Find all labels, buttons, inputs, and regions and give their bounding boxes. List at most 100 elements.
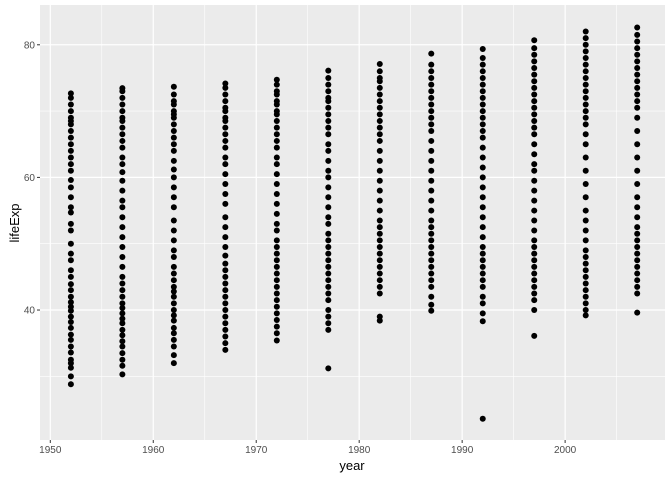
data-point [273, 131, 280, 138]
data-point [634, 71, 641, 78]
x-tick-label: 1960 [142, 445, 165, 456]
data-point [67, 177, 74, 184]
data-point [325, 111, 332, 118]
data-point [222, 326, 229, 333]
data-point [479, 250, 486, 257]
data-point [325, 124, 332, 131]
data-point [170, 127, 177, 134]
data-point [325, 283, 332, 290]
data-point [119, 161, 126, 168]
data-point [222, 84, 229, 91]
data-point [582, 108, 589, 115]
data-point [67, 343, 74, 350]
data-point [67, 227, 74, 234]
data-point [273, 190, 280, 197]
data-point [222, 200, 229, 207]
data-point [273, 227, 280, 234]
data-point [479, 194, 486, 201]
data-point [67, 220, 74, 227]
data-point [531, 197, 538, 204]
data-point [119, 326, 126, 333]
data-point [222, 252, 229, 259]
data-point [67, 167, 74, 174]
data-point [428, 257, 435, 264]
data-point [531, 283, 538, 290]
data-point [582, 41, 589, 48]
data-point [634, 194, 641, 201]
data-point [428, 88, 435, 95]
data-point [119, 177, 126, 184]
data-point [119, 356, 126, 363]
data-point [582, 287, 589, 294]
data-point [170, 336, 177, 343]
data-point [222, 124, 229, 131]
data-point [119, 108, 126, 115]
data-point [634, 263, 641, 270]
x-axis-label: year [339, 458, 365, 473]
plot-panel [40, 5, 665, 440]
data-point [582, 260, 589, 267]
data-point [479, 184, 486, 191]
data-point [634, 58, 641, 65]
data-point [119, 371, 126, 378]
data-point [67, 303, 74, 310]
data-point [325, 194, 332, 201]
data-point [531, 84, 538, 91]
data-point [428, 307, 435, 314]
data-point [634, 283, 641, 290]
data-point [582, 167, 589, 174]
data-point [634, 290, 641, 297]
data-point [634, 214, 641, 221]
data-point [376, 217, 383, 224]
data-point [273, 144, 280, 151]
data-point [222, 320, 229, 327]
data-point [325, 88, 332, 95]
data-point [67, 313, 74, 320]
data-point [222, 340, 229, 347]
data-point [428, 101, 435, 108]
data-point [634, 250, 641, 257]
data-point [428, 108, 435, 115]
data-point [479, 108, 486, 115]
data-point [479, 234, 486, 241]
data-point [273, 330, 280, 337]
data-point [428, 277, 435, 284]
x-tick-label: 2000 [554, 445, 577, 456]
data-point [222, 234, 229, 241]
data-point [273, 108, 280, 115]
data-point [634, 309, 641, 316]
data-point [170, 283, 177, 290]
data-point [531, 167, 538, 174]
data-point [222, 114, 229, 121]
data-point [170, 277, 177, 284]
data-point [531, 124, 538, 131]
data-point [67, 267, 74, 274]
data-point [428, 177, 435, 184]
data-point [325, 174, 332, 181]
data-point [582, 253, 589, 260]
data-point [222, 287, 229, 294]
data-point [428, 114, 435, 121]
data-point [376, 263, 383, 270]
data-point [376, 147, 383, 154]
data-point [222, 267, 229, 274]
data-point [67, 349, 74, 356]
data-point [273, 81, 280, 88]
data-point [582, 280, 589, 287]
data-point [479, 257, 486, 264]
data-point [531, 177, 538, 184]
data-point [170, 343, 177, 350]
data-point [634, 224, 641, 231]
data-point [479, 270, 486, 277]
data-point [170, 121, 177, 128]
data-point [67, 204, 74, 211]
data-point [119, 263, 126, 270]
data-point [428, 237, 435, 244]
data-point [325, 307, 332, 314]
data-point [273, 210, 280, 217]
data-point [222, 346, 229, 353]
data-point [67, 257, 74, 264]
data-point [479, 61, 486, 68]
data-point [479, 283, 486, 290]
data-point [582, 194, 589, 201]
